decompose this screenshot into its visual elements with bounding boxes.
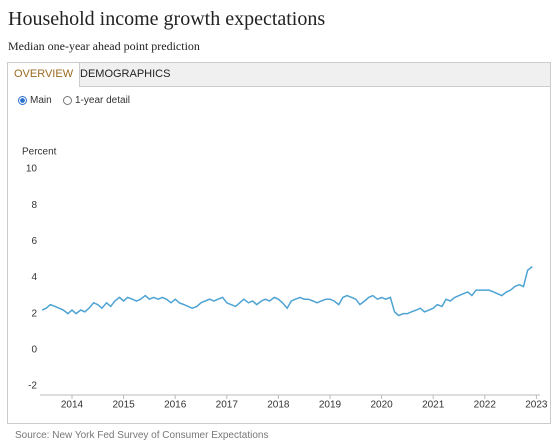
x-tick-label: 2016 bbox=[164, 400, 187, 411]
x-tick-label: 2018 bbox=[267, 400, 290, 411]
x-tick-label: 2017 bbox=[216, 400, 239, 411]
tab-bar: OVERVIEW DEMOGRAPHICS bbox=[8, 63, 550, 87]
y-tick-label: 2 bbox=[31, 308, 37, 319]
radio[interactable]: Main bbox=[18, 95, 52, 106]
x-tick-label: 2014 bbox=[61, 400, 84, 411]
y-tick-label: 4 bbox=[31, 272, 37, 283]
y-tick-label: 8 bbox=[31, 200, 37, 211]
x-tick-label: 2019 bbox=[319, 400, 342, 411]
y-axis-label: Percent bbox=[22, 147, 57, 158]
x-tick-label: 2015 bbox=[112, 400, 135, 411]
x-tick-label: 2020 bbox=[370, 400, 393, 411]
tab[interactable]: OVERVIEW bbox=[8, 63, 81, 87]
y-tick-label: 10 bbox=[26, 164, 38, 175]
x-tick-label: 2022 bbox=[474, 400, 497, 411]
radio-dot bbox=[63, 96, 72, 105]
x-tick-label: 2023 bbox=[525, 400, 548, 411]
tab[interactable]: DEMOGRAPHICS bbox=[80, 68, 171, 80]
line bbox=[41, 266, 533, 317]
x-tick-label: 2021 bbox=[422, 400, 445, 411]
y-tick-label: -2 bbox=[28, 381, 37, 392]
radio[interactable]: 1-year detail bbox=[63, 95, 130, 106]
source: Source: New York Fed Survey of Consumer … bbox=[15, 430, 269, 441]
y-tick-label: 6 bbox=[31, 236, 37, 247]
radio-label: Main bbox=[30, 95, 52, 106]
panel: OVERVIEW DEMOGRAPHICS Main 1-year detail bbox=[7, 62, 551, 424]
radio-label: 1-year detail bbox=[75, 95, 131, 106]
title: Household income growth expectations bbox=[8, 8, 326, 30]
y-tick-label: 0 bbox=[31, 344, 37, 355]
radio-dot bbox=[18, 96, 27, 105]
subtitle: Median one-year ahead point prediction bbox=[8, 39, 200, 53]
